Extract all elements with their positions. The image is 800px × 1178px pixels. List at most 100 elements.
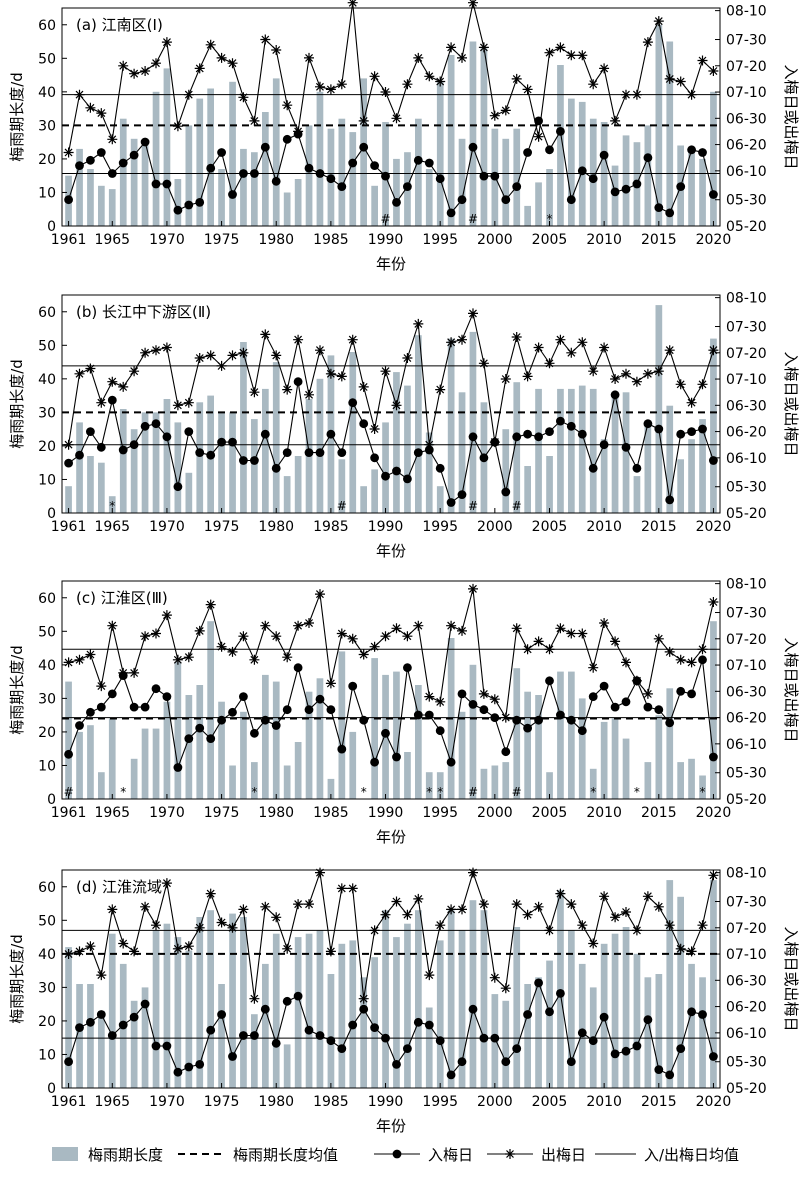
- onset-point: [184, 200, 194, 210]
- length-bar: [76, 148, 83, 226]
- onset-point: [370, 453, 379, 463]
- y-left-tick-label: 0: [47, 506, 56, 522]
- x-tick-label: 1980: [258, 232, 294, 248]
- onset-point: [195, 723, 205, 733]
- end-point: [172, 654, 183, 665]
- length-bar: [415, 685, 422, 799]
- onset-point: [709, 752, 718, 762]
- end-point: [369, 71, 380, 82]
- end-series-line: [68, 588, 714, 720]
- length-bar: [316, 930, 324, 1088]
- end-point: [260, 620, 271, 631]
- onset-point: [457, 195, 467, 205]
- legend-onset-swatch-dot: [392, 1149, 402, 1159]
- x-tick-label: 1970: [149, 805, 185, 821]
- x-tick-label: 2015: [641, 1094, 677, 1110]
- onset-point: [424, 158, 434, 168]
- length-bar: [316, 91, 324, 226]
- panel-c: # * * * * * # # * * * 0 10 20 30 40 50 60 05-20 05-30 06-10 0…: [8, 577, 800, 846]
- x-tick-label: 1970: [149, 519, 185, 535]
- length-bar: [655, 24, 663, 226]
- plot-frame: [61, 7, 721, 227]
- x-tick-label: 1961: [51, 805, 87, 821]
- onset-point: [359, 1004, 369, 1014]
- onset-point: [118, 158, 128, 168]
- end-point: [380, 87, 391, 97]
- onset-point: [118, 1020, 128, 1030]
- x-tick-label: 2005: [532, 805, 568, 821]
- length-bar: [218, 169, 225, 226]
- end-point: [500, 105, 511, 116]
- legend-end-label: 出梅日: [541, 1146, 586, 1164]
- onset-point: [643, 419, 653, 429]
- length-bar: [546, 960, 553, 1088]
- length-bar: [98, 1010, 105, 1088]
- end-point: [588, 366, 599, 377]
- end-point: [675, 654, 686, 665]
- panel-title: (d) 江淮流域: [76, 878, 162, 896]
- onset-point: [129, 1012, 139, 1022]
- onset-point: [173, 1067, 183, 1077]
- end-point: [194, 63, 205, 74]
- onset-point: [577, 166, 587, 176]
- end-point: [216, 917, 227, 928]
- onset-point: [239, 1031, 248, 1040]
- x-tick-label: 1965: [94, 232, 130, 248]
- x-axis-title: 年份: [376, 828, 406, 846]
- length-bar: [557, 65, 564, 226]
- end-point: [642, 688, 653, 699]
- end-point: [413, 52, 424, 63]
- end-point: [402, 353, 413, 363]
- length-bar: [666, 880, 674, 1088]
- end-point: [435, 920, 446, 931]
- end-point: [522, 371, 533, 382]
- length-bar: [502, 429, 510, 513]
- end-point: [85, 363, 96, 374]
- onset-point: [282, 705, 292, 715]
- length-bar: [622, 135, 630, 226]
- length-bar: [218, 984, 225, 1088]
- onset-point: [206, 734, 216, 743]
- length-bar: [229, 765, 236, 799]
- annotation-mark: #: [468, 785, 478, 799]
- onset-point: [370, 161, 379, 171]
- length-bar: [196, 98, 204, 226]
- end-point: [260, 329, 271, 340]
- end-point: [435, 696, 446, 707]
- onset-point: [359, 419, 369, 429]
- onset-point: [665, 495, 675, 505]
- onset-point: [490, 1033, 500, 1043]
- onset-point: [698, 1010, 707, 1019]
- length-bar: [229, 913, 236, 1088]
- onset-point: [566, 715, 576, 725]
- length-bar: [130, 1000, 138, 1088]
- y-right-tick-label: 06-10: [726, 164, 767, 180]
- onset-point: [610, 1049, 620, 1059]
- end-point: [642, 891, 653, 902]
- length-bar: [644, 422, 652, 513]
- end-point: [457, 52, 467, 63]
- length-bar: [600, 122, 608, 226]
- onset-point: [610, 390, 620, 400]
- onset-point: [260, 715, 270, 725]
- x-tick-label: 2010: [586, 232, 622, 248]
- length-bar: [108, 933, 116, 1088]
- length-bar: [316, 378, 324, 513]
- annotation-mark: *: [700, 785, 706, 799]
- end-point: [522, 909, 533, 920]
- length-bar: [502, 138, 510, 226]
- y-right-tick-label: 07-20: [726, 921, 767, 937]
- onset-point: [64, 749, 73, 759]
- y-left-tick-label: 20: [38, 725, 56, 741]
- end-point: [63, 657, 74, 668]
- end-point: [249, 115, 260, 126]
- end-point: [664, 920, 675, 931]
- x-tick-label: 1990: [368, 1094, 404, 1110]
- length-bar: [524, 984, 531, 1088]
- end-point: [457, 904, 467, 915]
- onset-point: [228, 437, 237, 447]
- onset-point: [359, 142, 369, 152]
- x-tick-label: 2010: [586, 1094, 622, 1110]
- onset-point: [403, 474, 412, 484]
- onset-point: [709, 190, 718, 199]
